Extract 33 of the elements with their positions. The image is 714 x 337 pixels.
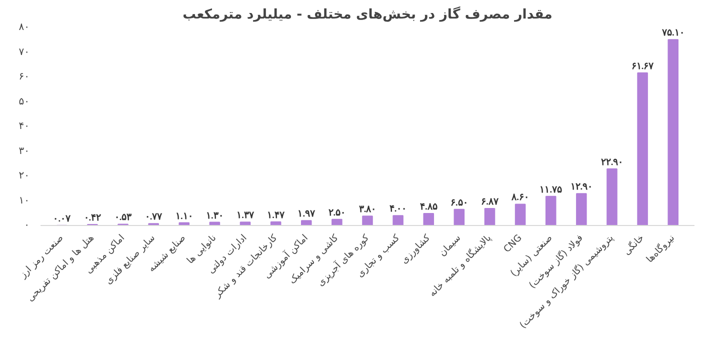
- data-label: ۳.۸۰: [358, 205, 376, 216]
- data-label: ۱.۱۰: [175, 212, 193, 222]
- data-label: ۶۱.۶۷: [631, 62, 654, 72]
- y-tick-label: ۵۰: [18, 96, 30, 108]
- y-tick-label: ۰: [24, 220, 30, 231]
- data-label: ۱۲.۹۰: [570, 182, 593, 193]
- data-label: ۴.۰۰: [389, 204, 407, 215]
- y-tick-label: ۷۰: [18, 46, 30, 58]
- data-label: ۱.۴۷: [267, 210, 284, 221]
- y-tick-label: ۲۰: [18, 170, 30, 182]
- data-label: ۲.۵۰: [328, 208, 346, 218]
- data-label: ۱.۳۰: [206, 211, 224, 222]
- x-tick-label: سیمان: [437, 232, 464, 259]
- data-label: ۶.۵۰: [450, 198, 468, 208]
- y-tick-label: ۴۰: [18, 121, 30, 132]
- data-label: ۱.۹۷: [298, 210, 316, 220]
- data-label: ۰.۴۲: [84, 213, 102, 224]
- data-label: ۶.۸۷: [481, 197, 498, 208]
- data-label: ۱.۳۷: [236, 211, 254, 222]
- y-tick-label: ۸۰: [18, 22, 30, 33]
- data-label: ۲۲.۹۰: [600, 158, 624, 168]
- x-tick-label: کشاورزی: [398, 232, 433, 266]
- data-label: ۱۱.۷۵: [540, 185, 562, 196]
- y-tick-label: ۱۰: [18, 195, 30, 206]
- data-label: ۸.۶۰: [510, 193, 529, 204]
- y-tick-label: ۶۰: [18, 72, 30, 82]
- y-tick-label: ۳۰: [18, 146, 30, 157]
- data-label: ۰.۰۷: [53, 214, 71, 224]
- data-label: ۷۵.۱۰: [660, 28, 684, 39]
- data-label: ۴.۸۵: [420, 202, 438, 212]
- data-label: ۰.۵۳: [114, 213, 132, 224]
- data-label: ۰.۷۷: [144, 212, 162, 223]
- chart-title: مقدار مصرف گاز در بخش‌های مختلف - میلیلرد مترمکعب: [182, 6, 552, 22]
